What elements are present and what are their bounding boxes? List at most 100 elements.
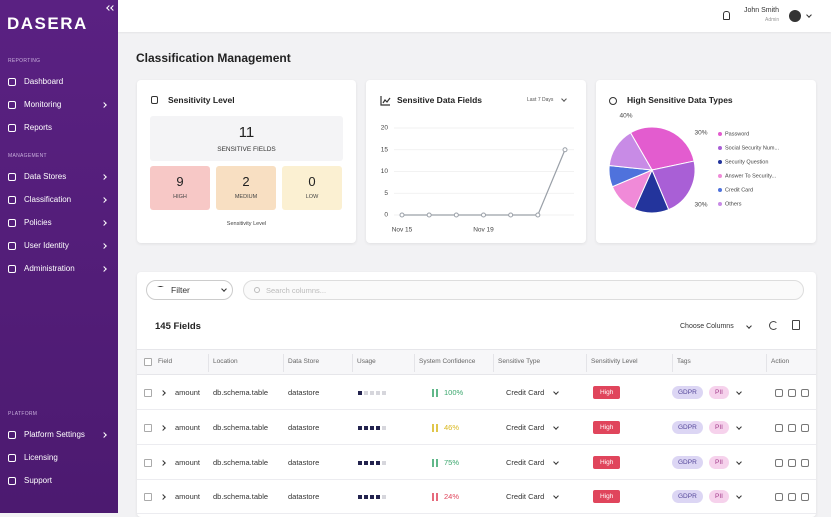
nav-item[interactable]: Reports bbox=[0, 119, 118, 137]
sensitive-type: Credit Card bbox=[506, 388, 545, 397]
chevron bbox=[101, 220, 107, 226]
nav-label: User Identity bbox=[24, 241, 69, 250]
row-checkbox[interactable] bbox=[144, 459, 152, 467]
level-count: 0 bbox=[308, 174, 316, 189]
usage-cell bbox=[382, 391, 386, 395]
action-button[interactable] bbox=[775, 389, 783, 397]
data-store: datastore bbox=[288, 458, 320, 467]
top-bar: John Smith Admin bbox=[118, 0, 831, 32]
column-header[interactable]: Sensitivity Level bbox=[591, 358, 638, 365]
table-row: amount db.schema.table datastore 24% Credit … bbox=[137, 480, 816, 514]
level-badge: High bbox=[593, 456, 621, 469]
action-button[interactable] bbox=[801, 424, 809, 432]
nav-item[interactable]: Classification bbox=[0, 191, 118, 209]
chevron bbox=[553, 459, 559, 465]
nav-label: Administration bbox=[24, 264, 75, 273]
column-header[interactable]: Data Store bbox=[288, 358, 320, 365]
action-button[interactable] bbox=[775, 424, 783, 432]
collapse-button[interactable] bbox=[104, 4, 116, 12]
row-checkbox[interactable] bbox=[144, 424, 152, 432]
action-button[interactable] bbox=[775, 493, 783, 501]
level-text: High bbox=[600, 493, 614, 500]
select-all-checkbox[interactable] bbox=[144, 358, 152, 366]
row-checkbox[interactable] bbox=[144, 493, 152, 501]
nav-item[interactable]: Support bbox=[0, 472, 118, 490]
collapse-icon bbox=[110, 5, 116, 11]
usage-cell bbox=[376, 391, 380, 395]
nav-icon bbox=[8, 242, 16, 250]
tag-pill: GDPR bbox=[672, 386, 703, 399]
action-button[interactable] bbox=[788, 459, 796, 467]
tag-pill: PII bbox=[709, 490, 729, 503]
column-header[interactable]: Sensitive Type bbox=[498, 358, 541, 365]
nav-item[interactable]: User Identity bbox=[0, 237, 118, 255]
avatar[interactable] bbox=[789, 10, 801, 22]
column-header[interactable]: Field bbox=[158, 358, 173, 365]
tag-pill: GDPR bbox=[672, 421, 703, 434]
tag-text: PII bbox=[715, 459, 723, 466]
range-select[interactable]: Last 7 Days bbox=[527, 97, 554, 103]
column-header[interactable]: Action bbox=[771, 358, 790, 365]
column-header[interactable]: Tags bbox=[677, 358, 691, 365]
action-button[interactable] bbox=[788, 493, 796, 501]
level-text: High bbox=[600, 459, 614, 466]
nav-item[interactable]: Administration bbox=[0, 260, 118, 278]
tag-text: PII bbox=[715, 389, 723, 396]
column-header[interactable]: Usage bbox=[357, 358, 376, 365]
nav-label: Support bbox=[24, 476, 53, 485]
nav-item[interactable]: Policies bbox=[0, 214, 118, 232]
column-header[interactable]: Location bbox=[213, 358, 238, 365]
sensitive-type: Credit Card bbox=[506, 458, 545, 467]
filter-button[interactable]: Filter bbox=[146, 280, 233, 300]
notification-bell[interactable] bbox=[723, 11, 730, 20]
field-name: amount bbox=[175, 388, 201, 397]
usage-meter bbox=[358, 495, 390, 500]
column-divider bbox=[352, 354, 353, 372]
nav-section-title: PLATFORM bbox=[8, 411, 38, 417]
tag-pill: PII bbox=[709, 386, 729, 399]
nav-label: Platform Settings bbox=[24, 430, 85, 439]
usage-cell bbox=[382, 426, 386, 430]
confidence: 24% bbox=[444, 492, 460, 501]
action-button[interactable] bbox=[788, 424, 796, 432]
export-button[interactable] bbox=[792, 320, 800, 330]
search-placeholder: Search columns... bbox=[266, 286, 327, 295]
refresh-button[interactable] bbox=[769, 321, 778, 330]
nav-label: Data Stores bbox=[24, 172, 67, 181]
search-box[interactable]: Search columns... bbox=[243, 280, 804, 300]
chevron bbox=[736, 459, 742, 465]
nav-item[interactable]: Platform Settings bbox=[0, 426, 118, 444]
total-label: SENSITIVE FIELDS bbox=[217, 146, 276, 153]
nav-item[interactable]: Monitoring bbox=[0, 96, 118, 114]
nav-label: Classification bbox=[24, 195, 72, 204]
level-count: 9 bbox=[176, 174, 184, 189]
action-button[interactable] bbox=[788, 389, 796, 397]
choose-chevron bbox=[746, 323, 752, 329]
usage-cell bbox=[370, 461, 374, 465]
nav-item[interactable]: Data Stores bbox=[0, 168, 118, 186]
nav-icon bbox=[8, 219, 16, 227]
line-chart-card: Sensitive Data Fields Last 7 Days bbox=[366, 80, 586, 243]
tag-pill: GDPR bbox=[672, 490, 703, 503]
nav-icon bbox=[8, 477, 16, 485]
usage-cell bbox=[358, 461, 362, 465]
nav-item[interactable]: Licensing bbox=[0, 449, 118, 467]
nav-icon bbox=[8, 124, 16, 132]
column-header[interactable]: System Confidence bbox=[419, 358, 476, 365]
choose-columns[interactable]: Choose Columns bbox=[680, 323, 734, 330]
action-button[interactable] bbox=[801, 389, 809, 397]
field-name: amount bbox=[175, 492, 201, 501]
usage-meter bbox=[358, 391, 390, 396]
nav-item[interactable]: Dashboard bbox=[0, 73, 118, 91]
page-title: Classification Management bbox=[136, 51, 291, 65]
fields-table-panel: Filter Search columns... 145 Fields Choo… bbox=[137, 272, 816, 517]
action-button[interactable] bbox=[801, 493, 809, 501]
chevron bbox=[160, 390, 166, 396]
nav-section-title: MANAGEMENT bbox=[8, 153, 47, 159]
chevron bbox=[736, 424, 742, 430]
action-button[interactable] bbox=[775, 459, 783, 467]
card-icon bbox=[609, 97, 617, 105]
row-checkbox[interactable] bbox=[144, 389, 152, 397]
action-button[interactable] bbox=[801, 459, 809, 467]
